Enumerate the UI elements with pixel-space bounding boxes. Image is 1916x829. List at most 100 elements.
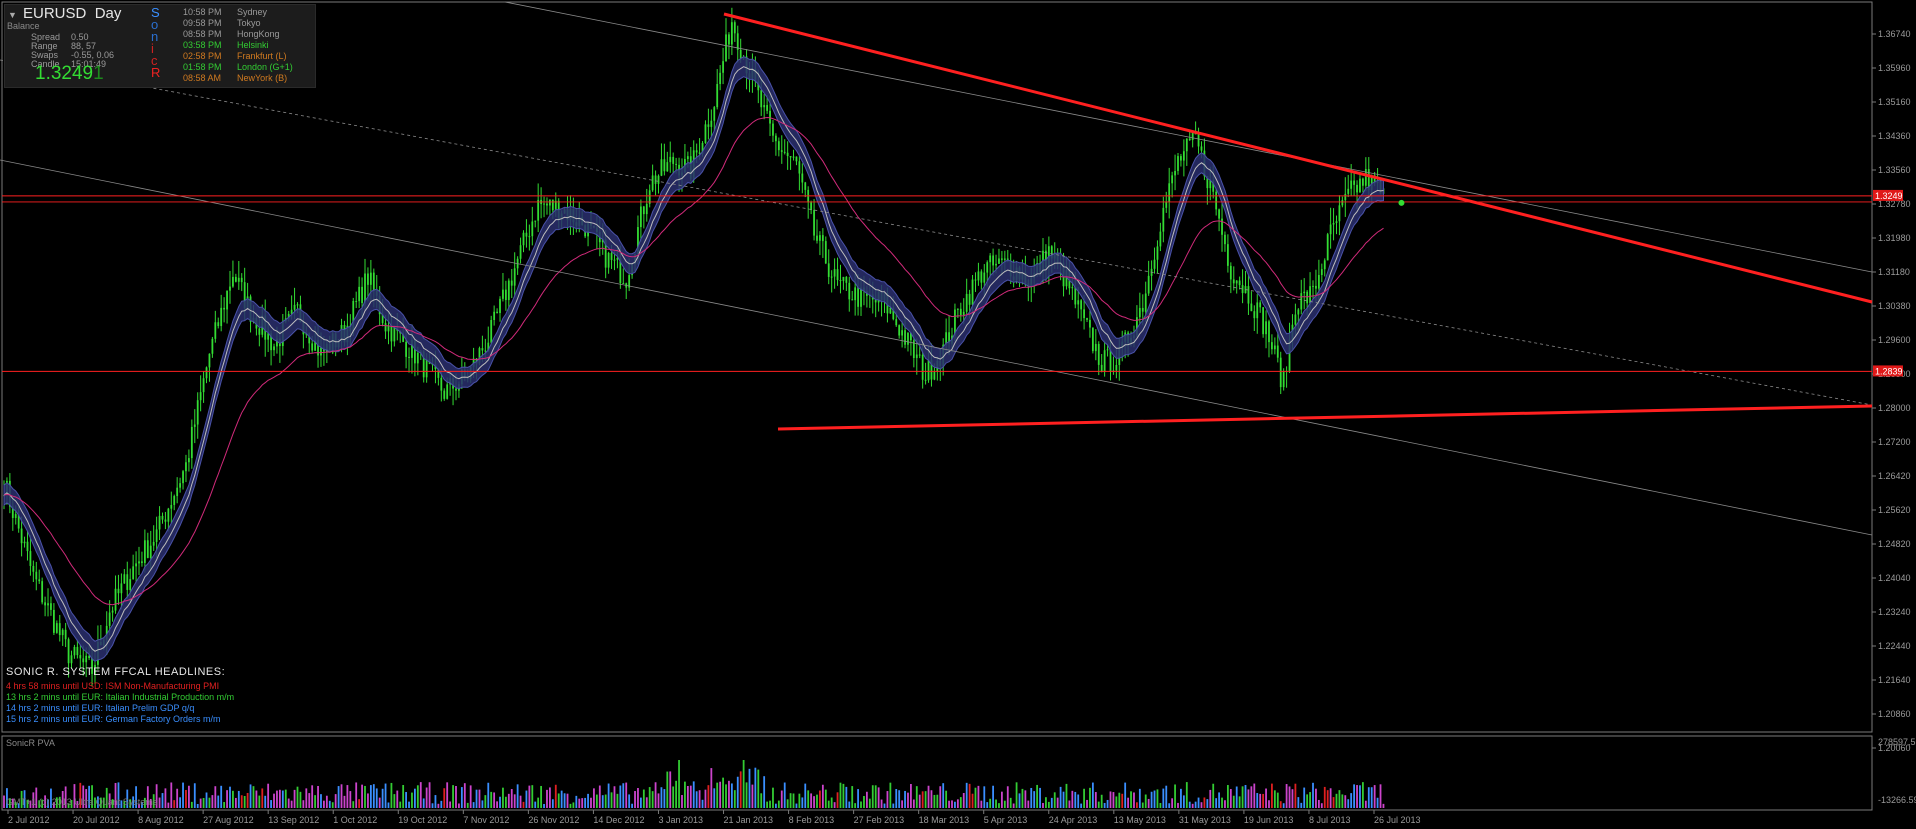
volume-bar [284,789,287,808]
volume-bar [325,795,328,808]
volume-bar [1379,784,1382,808]
volume-bar [117,782,120,808]
volume-bar [775,803,777,808]
volume-bar [1297,797,1300,808]
symbol-title: EURUSD Day [23,5,122,22]
volume-bar [334,794,337,808]
panel-row-key: Candle [31,59,60,69]
volume-bar [273,793,275,808]
candle-body [1335,221,1338,224]
candle-body [824,241,827,264]
volume-bar [904,790,906,808]
candle-body [50,603,52,610]
date-tick-label: 13 May 2013 [1114,815,1166,825]
volume-bar [1320,803,1323,808]
candle-body [408,356,410,358]
candle-body [234,276,237,282]
volume-bar [323,800,325,808]
candle-body [915,354,918,359]
price-tick-label: 1.24040 [1878,573,1911,583]
candle-body [830,276,833,278]
session-city: NewYork (B) [237,73,288,83]
volume-bar [290,800,293,808]
volume-bar [824,789,827,808]
volume-bar [14,801,17,808]
candle-body [1332,223,1335,225]
candle-body [704,124,707,144]
candle-body [786,152,789,157]
volume-bar [1285,784,1288,808]
volume-bar [1200,802,1203,808]
volume-bar [1021,788,1024,808]
price-tick-label: 1.31180 [1878,267,1910,277]
collapse-triangle-icon[interactable]: ▼ [8,10,17,20]
candle-body [141,561,143,563]
candle-body [995,263,997,266]
volume-bar [857,789,859,808]
volume-bar [1312,782,1314,808]
volume-bar [516,784,519,808]
candle-body [499,298,501,314]
volume-bar [789,793,792,808]
candle-body [1320,269,1323,276]
volume-bar [613,786,616,808]
volume-bar [1188,801,1191,808]
volume-bar [185,789,187,808]
candle-body [813,210,815,236]
candle-body [94,664,96,674]
candle-body [892,307,895,320]
volume-bar [320,794,322,808]
volume-bar [73,784,76,808]
sonic-letter: R [151,65,161,80]
volume-bar [396,790,399,808]
volume-bar [1344,795,1347,808]
volume-bar [1138,788,1141,808]
volume-bar [1215,798,1218,808]
current-price-tag: 1.3249 [1875,191,1903,201]
date-tick-label: 27 Feb 2013 [854,815,905,825]
volume-bar [232,790,234,808]
volume-bar [193,783,196,808]
volume-bar [1359,785,1361,808]
volume-bar [648,787,651,808]
candle-body [1100,364,1103,373]
candle-body [164,519,167,522]
candle-body [73,646,76,656]
volume-bar [707,785,710,808]
volume-bar [1370,787,1373,808]
volume-bar [431,803,434,808]
volume-bar [1356,785,1358,808]
candle-body [610,252,613,260]
volume-bar [1127,797,1130,808]
volume-bar [889,782,892,808]
volume-bar [261,788,264,808]
news-line: 4 hrs 58 mins until USD: ISM Non-Manufac… [6,681,220,691]
volume-bar [314,795,317,808]
candle-body [827,263,830,277]
candle-body [672,156,675,164]
date-tick-label: 5 Apr 2013 [984,815,1028,825]
candle-body [962,311,965,316]
volume-bar [449,801,452,808]
price-tick-label: 1.28000 [1878,403,1911,413]
session-row: 09:58 PM Tokyo [183,18,261,28]
candle-body [182,471,184,484]
volume-bar [619,785,622,808]
candle-body [23,541,26,544]
candle-body [874,299,877,303]
candle-body [1373,175,1376,184]
candle-body [114,588,117,611]
volume-bar [1309,792,1311,808]
volume-bar [229,786,231,808]
volume-bar [1235,786,1238,808]
candle-body [226,290,228,310]
volume-bar [414,788,416,808]
candle-body [58,623,61,636]
candle-body [780,150,783,152]
volume-bar [845,786,848,808]
candle-body [954,309,956,336]
candle-body [1247,286,1250,304]
volume-bar [61,791,64,808]
volume-bar [792,793,795,808]
